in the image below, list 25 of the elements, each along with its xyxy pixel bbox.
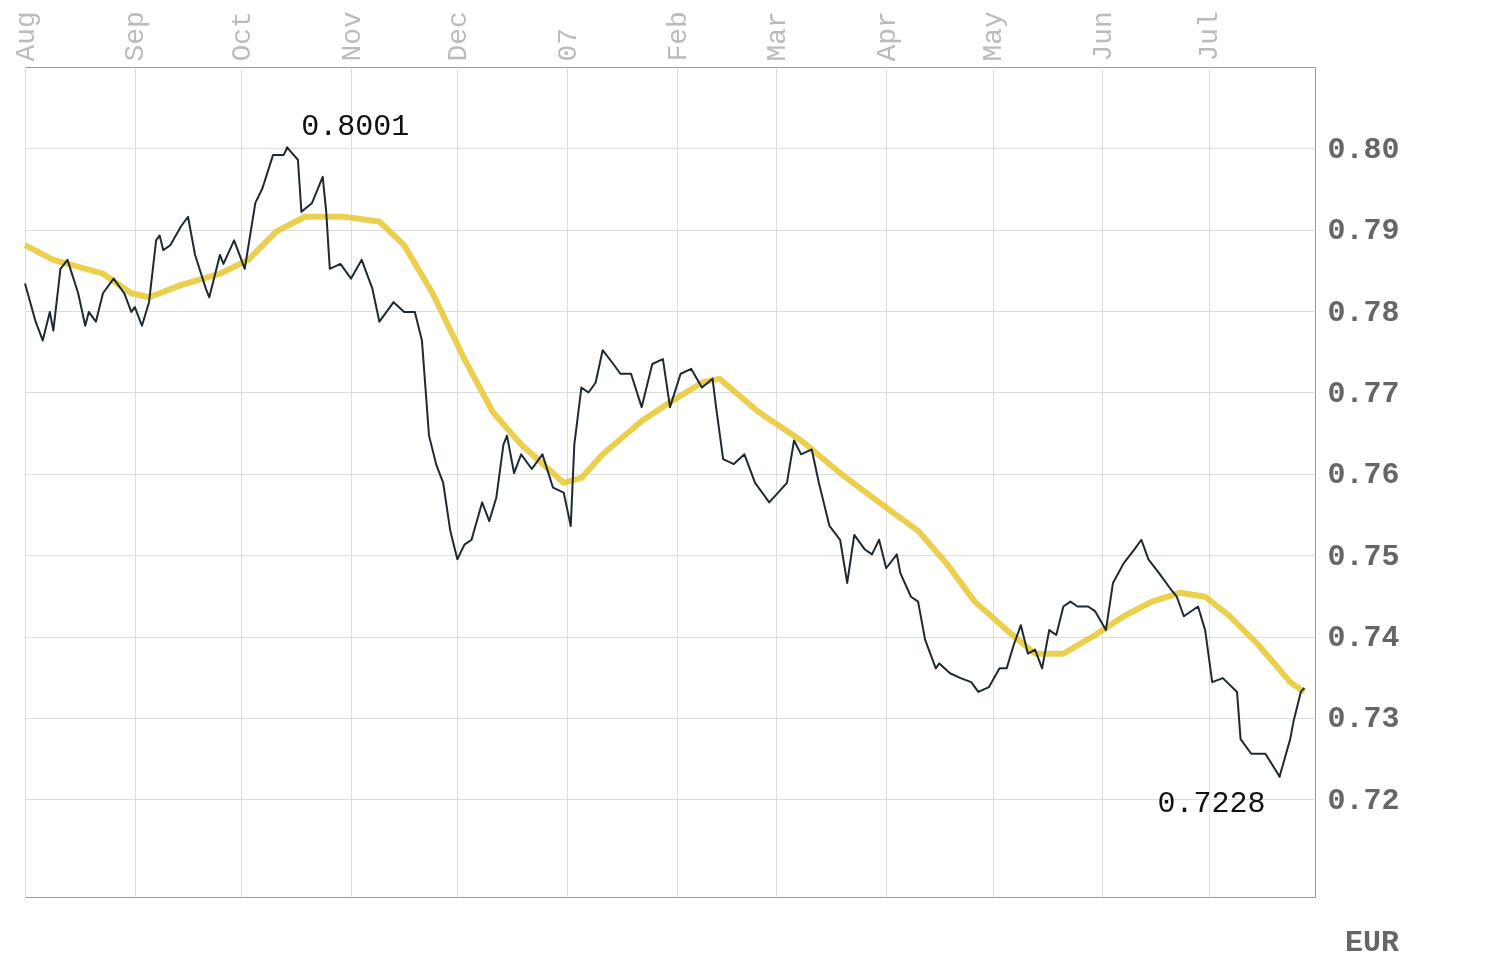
- y-axis-title: EUR: [1345, 926, 1400, 960]
- y-tick-label: 0.76: [1327, 458, 1400, 493]
- y-tick-label: 0.73: [1327, 702, 1400, 737]
- x-tick-label: Aug: [10, 11, 42, 62]
- y-tick-label: 0.78: [1327, 295, 1400, 330]
- x-tick-label: 07: [552, 27, 584, 62]
- y-tick-label: 0.80: [1327, 132, 1400, 167]
- y-tick-label: 0.77: [1327, 376, 1400, 411]
- x-tick-label: Feb: [662, 11, 694, 62]
- x-tick-label: Nov: [336, 11, 368, 62]
- x-tick-label: Jul: [1194, 11, 1226, 62]
- y-tick-label: 0.75: [1327, 539, 1400, 574]
- y-tick-label: 0.72: [1327, 783, 1400, 818]
- x-tick-label: Apr: [871, 11, 903, 62]
- x-tick-label: May: [978, 11, 1009, 62]
- x-tick-label: Mar: [761, 11, 793, 62]
- y-tick-label: 0.79: [1327, 214, 1400, 249]
- annotation: 0.7228: [1157, 786, 1266, 821]
- x-tick-label: Sep: [120, 11, 152, 62]
- x-tick-label: Jun: [1087, 11, 1119, 62]
- y-tick-label: 0.74: [1327, 621, 1400, 656]
- x-tick-label: Oct: [226, 11, 258, 62]
- x-tick-label: Dec: [442, 11, 474, 62]
- annotation: 0.8001: [301, 109, 410, 144]
- line-series: [24, 146, 1306, 778]
